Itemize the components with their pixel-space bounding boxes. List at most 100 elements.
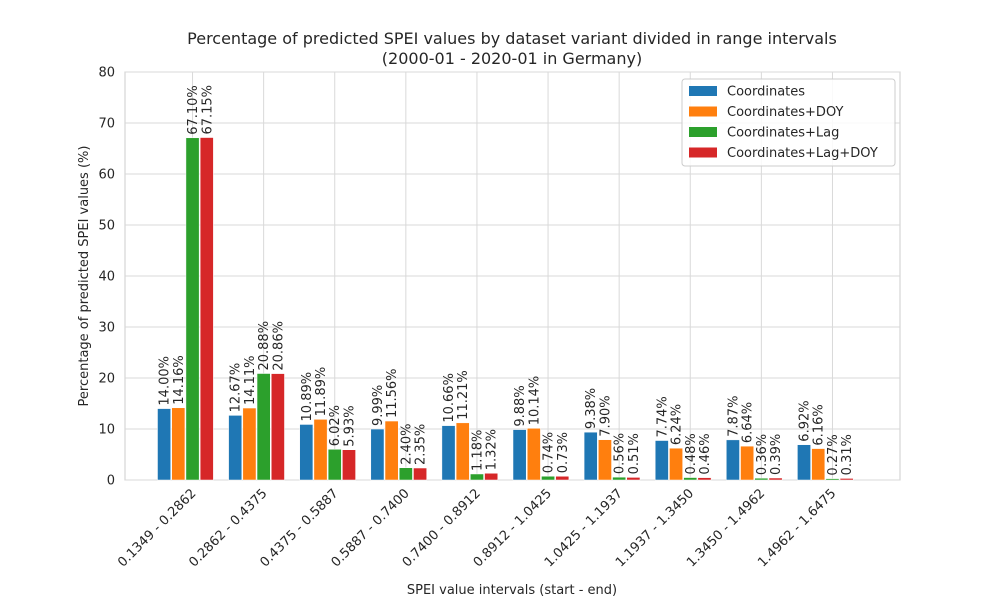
bar	[797, 444, 811, 481]
data-label: 0.51%	[627, 433, 642, 474]
data-label: 9.99%	[371, 385, 386, 426]
bar	[327, 449, 342, 481]
x-tick-label: 0.2862 - 0.4375	[186, 486, 270, 570]
data-labels: 14.00% 12.67% 10.89% 9.99% 10.66% 9.88% 9.38% 7…	[158, 85, 856, 476]
data-label: 20.86%	[271, 321, 286, 371]
x-tick-label: 1.0425 - 1.1937	[542, 486, 626, 570]
bar	[726, 439, 740, 481]
data-label: 67.15%	[200, 85, 215, 135]
bar	[598, 439, 612, 481]
chart-title: Percentage of predicted SPEI values by d…	[187, 29, 837, 48]
data-label: 10.89%	[300, 372, 315, 422]
y-tick-label: 40	[98, 270, 115, 285]
data-label: 2.35%	[414, 424, 429, 465]
bars	[157, 137, 854, 481]
data-label: 11.89%	[314, 367, 329, 417]
bar	[839, 478, 854, 481]
bar	[754, 477, 769, 481]
data-label: 11.21%	[456, 370, 471, 420]
legend-frame	[681, 78, 896, 167]
data-label: 12.67%	[229, 363, 244, 413]
bar	[683, 477, 698, 481]
x-tick-label: 0.5887 - 0.7400	[329, 486, 413, 570]
bar	[541, 475, 555, 481]
y-tick-label: 20	[98, 372, 115, 387]
x-tick-label: 0.8912 - 1.0425	[471, 486, 555, 570]
legend-swatch	[689, 127, 717, 137]
x-tick-label: 1.4962 - 1.6475	[755, 486, 839, 570]
data-label: 0.27%	[826, 434, 841, 475]
bar	[811, 448, 826, 481]
data-label: 10.66%	[442, 373, 457, 423]
bar	[512, 429, 527, 481]
legend-swatch	[689, 106, 717, 117]
bar	[768, 477, 783, 481]
y-tick-label: 50	[98, 219, 115, 234]
bar	[242, 407, 257, 481]
bar	[626, 477, 641, 481]
bar	[441, 425, 456, 481]
data-label: 2.40%	[399, 423, 414, 464]
legend-label: Coordinates+Lag+DOY	[727, 146, 878, 161]
x-tick-label: 1.1937 - 1.3450	[613, 486, 697, 570]
data-label: 0.73%	[556, 432, 571, 473]
y-tick-label: 60	[98, 168, 115, 183]
bar	[228, 415, 243, 481]
data-label: 7.87%	[726, 396, 741, 437]
data-label: 11.56%	[385, 368, 400, 418]
data-label: 5.93%	[342, 405, 357, 446]
legend-label: Coordinates+DOY	[727, 105, 843, 120]
bar	[171, 407, 186, 481]
bar	[256, 373, 271, 481]
bar	[583, 431, 598, 481]
bar	[825, 478, 840, 481]
bar	[455, 422, 470, 481]
data-label: 0.31%	[840, 434, 855, 475]
data-label: 67.10%	[186, 85, 201, 135]
bar	[370, 428, 385, 481]
bar	[299, 424, 314, 481]
bar	[526, 428, 541, 481]
legend-swatch	[689, 86, 717, 96]
legend: Coordinates Coordinates+DOY Coordinates+La…	[681, 78, 896, 167]
y-axis-ticks: 0 10 20 30 40 50 60 70 80	[98, 66, 115, 489]
y-tick-label: 80	[98, 66, 115, 81]
data-label: 1.32%	[485, 429, 500, 470]
legend-label: Coordinates	[727, 85, 805, 100]
x-tick-label: 0.4375 - 0.5887	[257, 486, 341, 570]
x-tick-label: 0.1349 - 0.2862	[115, 486, 199, 570]
data-label: 9.88%	[513, 385, 528, 426]
bar	[271, 373, 285, 481]
x-tick-label: 1.3450 - 1.4962	[684, 486, 768, 570]
y-tick-label: 70	[98, 117, 115, 132]
y-tick-label: 0	[107, 474, 115, 489]
bar	[470, 473, 484, 481]
bar	[484, 473, 499, 481]
data-label: 14.16%	[172, 355, 187, 405]
bar	[384, 420, 399, 481]
data-label: 20.88%	[257, 321, 272, 371]
bar	[199, 137, 214, 481]
data-label: 6.02%	[328, 405, 343, 446]
data-label: 10.14%	[527, 376, 542, 426]
bar	[555, 476, 570, 481]
data-label: 6.16%	[812, 404, 827, 445]
bar	[413, 467, 427, 481]
y-tick-label: 30	[98, 321, 115, 336]
legend-swatch	[689, 147, 717, 158]
data-label: 7.74%	[655, 396, 670, 437]
x-tick-label: 0.7400 - 0.8912	[400, 486, 484, 570]
bar	[185, 137, 200, 481]
data-label: 6.92%	[798, 400, 813, 441]
data-label: 0.74%	[542, 432, 557, 473]
x-axis-label: SPEI value intervals (start - end)	[407, 583, 617, 598]
chart-subtitle: (2000-01 - 2020-01 in Germany)	[382, 49, 642, 68]
bar	[157, 408, 171, 481]
bar	[669, 447, 683, 481]
data-label: 1.18%	[470, 430, 485, 471]
data-label: 14.00%	[158, 356, 173, 406]
data-label: 0.46%	[698, 433, 713, 474]
data-label: 14.11%	[243, 355, 258, 405]
